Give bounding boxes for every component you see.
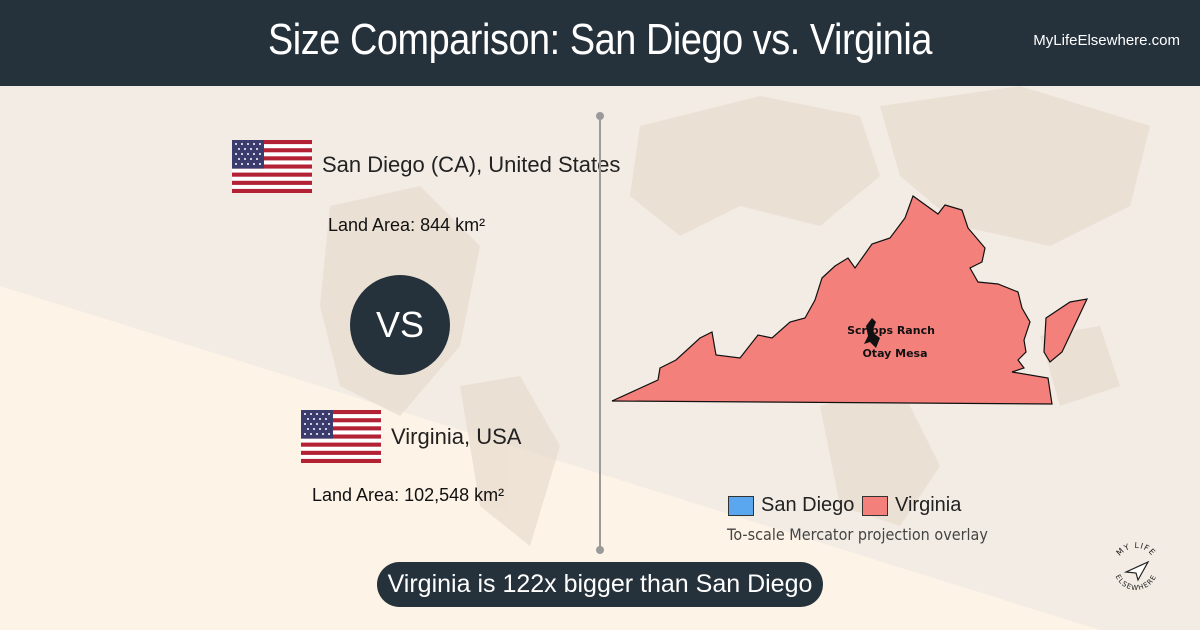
usa-flag-icon: [301, 410, 381, 463]
place-a-area-label: Land Area:: [328, 215, 416, 235]
vs-badge: VS: [350, 275, 450, 375]
mylifeelsewhere-logo-icon[interactable]: MY LIFE ELSEWHERE: [1108, 540, 1164, 596]
logo-text-top: MY LIFE: [1115, 541, 1157, 558]
site-name[interactable]: MyLifeElsewhere.com: [1033, 32, 1180, 49]
place-a-area: Land Area: 844 km²: [328, 215, 485, 236]
place-b-area-value: 102,548 km²: [404, 485, 505, 505]
eastern-shore-shape: [1043, 298, 1089, 363]
result-banner: Virginia is 122x bigger than San Diego: [377, 562, 823, 607]
place-b-name: Virginia, USA: [391, 424, 522, 449]
svg-text:MY LIFE: MY LIFE: [1115, 541, 1158, 558]
legend-label-b: Virginia: [895, 494, 962, 516]
place-a-area-value: 844 km²: [420, 215, 486, 235]
place-b-area: Land Area: 102,548 km²: [312, 485, 504, 506]
paper-plane-icon: [1123, 560, 1150, 582]
legend-swatch-b: [862, 496, 888, 516]
logo-text-bottom: ELSEWHERE: [1114, 573, 1158, 592]
header-bar: [0, 0, 1200, 86]
place-a-name: San Diego (CA), United States: [322, 152, 621, 177]
svg-text:ELSEWHERE: ELSEWHERE: [1114, 573, 1159, 592]
map-label-2: Otay Mesa: [862, 347, 927, 360]
divider-dot-bottom: [596, 546, 604, 554]
usa-flag-icon: [232, 140, 312, 193]
legend-label-a: San Diego: [761, 494, 855, 516]
map-label-1: Scripps Ranch: [847, 324, 935, 337]
divider-dot-top: [596, 112, 604, 120]
virginia-shape: [611, 195, 1053, 405]
center-divider: [599, 116, 601, 550]
legend-caption: To-scale Mercator projection overlay: [727, 525, 988, 544]
san-diego-shape: [864, 318, 880, 348]
place-b-area-label: Land Area:: [312, 485, 400, 505]
legend-swatch-a: [728, 496, 754, 516]
page-title: Size Comparison: San Diego vs. Virginia: [267, 15, 932, 64]
